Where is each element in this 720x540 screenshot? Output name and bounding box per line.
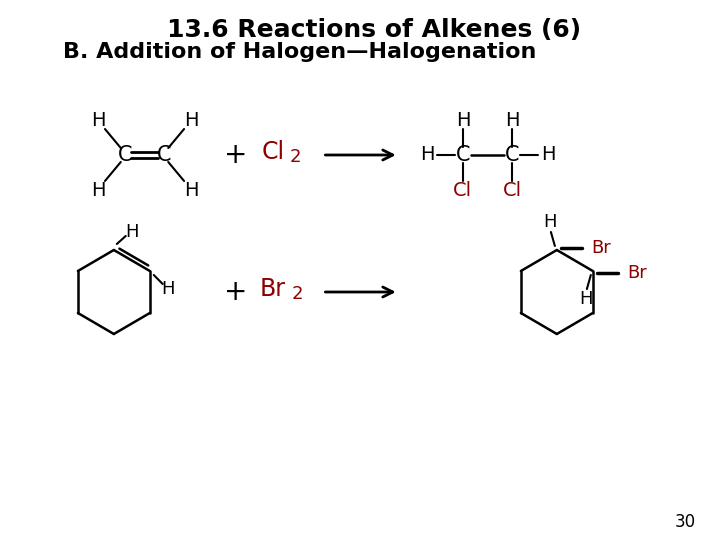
Text: C: C: [117, 145, 132, 165]
Text: 30: 30: [675, 513, 696, 531]
Text: H: H: [91, 180, 105, 199]
Text: 2: 2: [292, 285, 304, 303]
Text: C: C: [456, 145, 470, 165]
Text: H: H: [91, 111, 105, 130]
Text: +: +: [224, 141, 247, 169]
Text: H: H: [420, 145, 435, 165]
Text: Cl: Cl: [503, 181, 522, 200]
Text: H: H: [456, 111, 470, 130]
Text: Br: Br: [591, 239, 611, 257]
Text: H: H: [184, 180, 198, 199]
Text: +: +: [224, 278, 247, 306]
Text: H: H: [125, 223, 138, 241]
Text: Cl: Cl: [261, 140, 284, 164]
Text: C: C: [157, 145, 171, 165]
Text: Br: Br: [260, 277, 286, 301]
Text: Br: Br: [627, 264, 647, 282]
Text: H: H: [579, 290, 593, 308]
Text: B. Addition of Halogen—Halogenation: B. Addition of Halogen—Halogenation: [63, 42, 536, 62]
Text: H: H: [543, 213, 557, 231]
Text: H: H: [184, 111, 198, 130]
Text: Cl: Cl: [454, 181, 472, 200]
Text: 2: 2: [290, 148, 302, 166]
Text: H: H: [541, 145, 555, 165]
Text: H: H: [161, 280, 174, 298]
Text: C: C: [505, 145, 520, 165]
Text: 13.6 Reactions of Alkenes (6): 13.6 Reactions of Alkenes (6): [167, 18, 581, 42]
Text: H: H: [505, 111, 520, 130]
